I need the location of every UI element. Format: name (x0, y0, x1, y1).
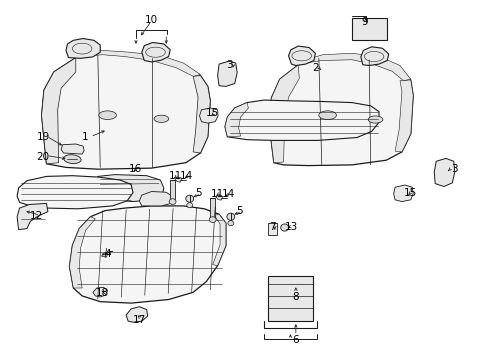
Ellipse shape (186, 203, 192, 208)
Text: 3: 3 (450, 164, 457, 174)
Text: 8: 8 (292, 292, 299, 302)
Text: 6: 6 (292, 335, 299, 345)
Polygon shape (69, 217, 95, 288)
Polygon shape (61, 144, 84, 154)
Polygon shape (41, 52, 210, 169)
Polygon shape (360, 47, 388, 66)
Bar (170, 180, 175, 200)
Polygon shape (298, 53, 410, 81)
Ellipse shape (367, 116, 382, 123)
Bar (351, 18, 386, 40)
Polygon shape (268, 65, 299, 163)
Polygon shape (433, 158, 454, 186)
Text: 20: 20 (37, 152, 49, 162)
Polygon shape (142, 42, 170, 62)
Polygon shape (268, 56, 412, 166)
Text: 12: 12 (30, 211, 43, 221)
Text: 17: 17 (132, 315, 146, 325)
Polygon shape (394, 80, 412, 152)
Polygon shape (199, 108, 218, 123)
Text: 10: 10 (145, 15, 158, 25)
Text: 5: 5 (236, 206, 243, 216)
Polygon shape (66, 39, 100, 58)
Text: 5: 5 (194, 188, 201, 198)
Ellipse shape (169, 199, 176, 204)
Polygon shape (139, 192, 173, 206)
Bar (210, 198, 215, 218)
Polygon shape (216, 195, 223, 200)
Polygon shape (69, 206, 225, 303)
Polygon shape (175, 177, 182, 182)
Text: 18: 18 (96, 288, 109, 298)
Polygon shape (393, 185, 412, 202)
Text: 1: 1 (82, 132, 89, 142)
Polygon shape (95, 175, 163, 202)
Polygon shape (102, 253, 107, 257)
Text: 14: 14 (222, 189, 235, 199)
Text: 19: 19 (36, 132, 50, 142)
Polygon shape (217, 61, 237, 86)
Ellipse shape (185, 195, 193, 202)
Text: 11: 11 (168, 171, 182, 181)
Polygon shape (41, 58, 76, 164)
Text: 3: 3 (226, 60, 233, 70)
Text: 15: 15 (205, 108, 219, 118)
Polygon shape (126, 307, 147, 322)
Text: 4: 4 (104, 249, 111, 259)
Text: 14: 14 (180, 171, 193, 181)
Polygon shape (193, 76, 210, 153)
Text: 15: 15 (403, 188, 417, 198)
Polygon shape (17, 203, 48, 230)
Text: 11: 11 (210, 189, 224, 199)
Ellipse shape (209, 217, 216, 222)
Text: 7: 7 (269, 222, 276, 232)
Text: 16: 16 (128, 164, 142, 174)
Polygon shape (76, 50, 200, 76)
Ellipse shape (63, 155, 81, 163)
Ellipse shape (154, 115, 168, 122)
Polygon shape (17, 176, 133, 209)
Bar (267, 223, 276, 235)
Text: 9: 9 (360, 17, 367, 27)
Text: 13: 13 (284, 222, 298, 232)
Ellipse shape (318, 111, 336, 120)
Bar (267, 276, 312, 321)
Ellipse shape (226, 213, 234, 220)
Polygon shape (224, 100, 378, 140)
Ellipse shape (280, 224, 288, 231)
Polygon shape (93, 287, 107, 297)
Polygon shape (224, 103, 248, 137)
Text: 2: 2 (311, 63, 318, 73)
Ellipse shape (99, 111, 116, 120)
Ellipse shape (227, 221, 233, 226)
Polygon shape (288, 46, 315, 66)
Polygon shape (212, 214, 225, 266)
